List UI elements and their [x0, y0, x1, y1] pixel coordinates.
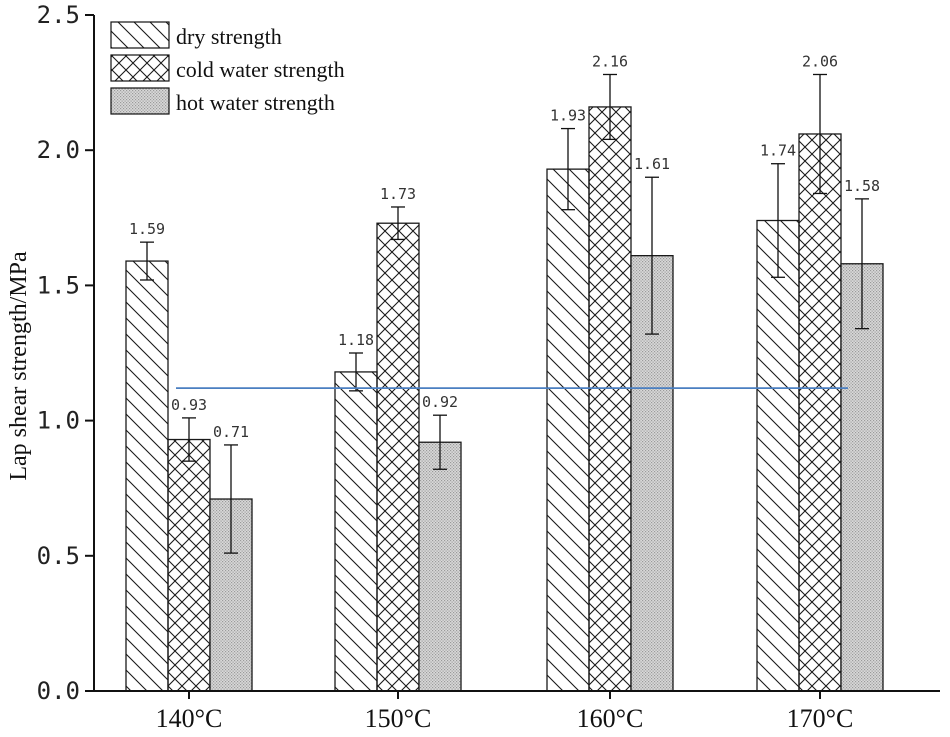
legend-label-cold: cold water strength — [176, 57, 345, 82]
data-label-dry-strength: 1.18 — [338, 331, 374, 349]
y-tick-label: 1.0 — [37, 407, 80, 435]
x-tick-label: 170°C — [787, 704, 854, 732]
bars — [125, 106, 884, 692]
data-label-dry-strength: 1.93 — [550, 107, 586, 125]
y-axis-label: Lap shear strength/MPa — [6, 251, 32, 481]
data-label-hot-water-strength: 1.58 — [844, 177, 880, 195]
bar-dry-strength — [125, 260, 169, 692]
legend-swatch-hot — [110, 87, 170, 115]
data-label-cold-water-strength: 1.73 — [380, 185, 416, 203]
bar-dry-strength — [756, 219, 800, 692]
legend: dry strength cold water strength hot wat… — [110, 21, 345, 115]
legend-label-hot: hot water strength — [176, 90, 335, 115]
y-tick-label: 2.5 — [37, 1, 80, 29]
data-labels: 1.59 1.18 1.93 1.74 0.93 1.73 2.16 2.06 0.71 0.92… — [129, 52, 880, 440]
data-label-cold-water-strength: 2.16 — [592, 52, 628, 70]
bar-dry-strength — [334, 371, 378, 692]
data-label-dry-strength: 1.59 — [129, 220, 165, 238]
bar-hot-water-strength — [418, 441, 462, 692]
x-tick-label: 140°C — [156, 704, 223, 732]
x-tick-label: 150°C — [365, 704, 432, 732]
bar-dry-strength — [546, 168, 590, 692]
y-axis-ticks: 0.0 0.5 1.0 1.5 2.0 2.5 — [37, 1, 94, 705]
bar-cold-water-strength — [798, 133, 842, 692]
bar-hot-water-strength — [840, 263, 884, 692]
bar-cold-water-strength — [376, 222, 420, 692]
data-label-hot-water-strength: 0.71 — [213, 423, 249, 441]
legend-swatch-cold — [110, 54, 170, 82]
data-label-hot-water-strength: 1.61 — [634, 155, 670, 173]
legend-swatch-dry — [110, 21, 170, 49]
y-tick-label: 0.5 — [37, 542, 80, 570]
data-label-cold-water-strength: 2.06 — [802, 52, 838, 70]
x-tick-label: 160°C — [577, 704, 644, 732]
data-label-cold-water-strength: 0.93 — [171, 396, 207, 414]
error-bars — [140, 73, 869, 554]
x-axis-ticks: 140°C 150°C 160°C 170°C — [156, 691, 854, 733]
y-tick-label: 2.0 — [37, 136, 80, 164]
bar-cold-water-strength — [588, 106, 632, 692]
legend-label-dry: dry strength — [176, 24, 282, 49]
y-tick-label: 1.5 — [37, 271, 80, 299]
data-label-dry-strength: 1.74 — [760, 142, 796, 160]
data-label-hot-water-strength: 0.92 — [422, 393, 458, 411]
y-tick-label: 0.0 — [37, 677, 80, 705]
bar-cold-water-strength — [167, 438, 211, 692]
